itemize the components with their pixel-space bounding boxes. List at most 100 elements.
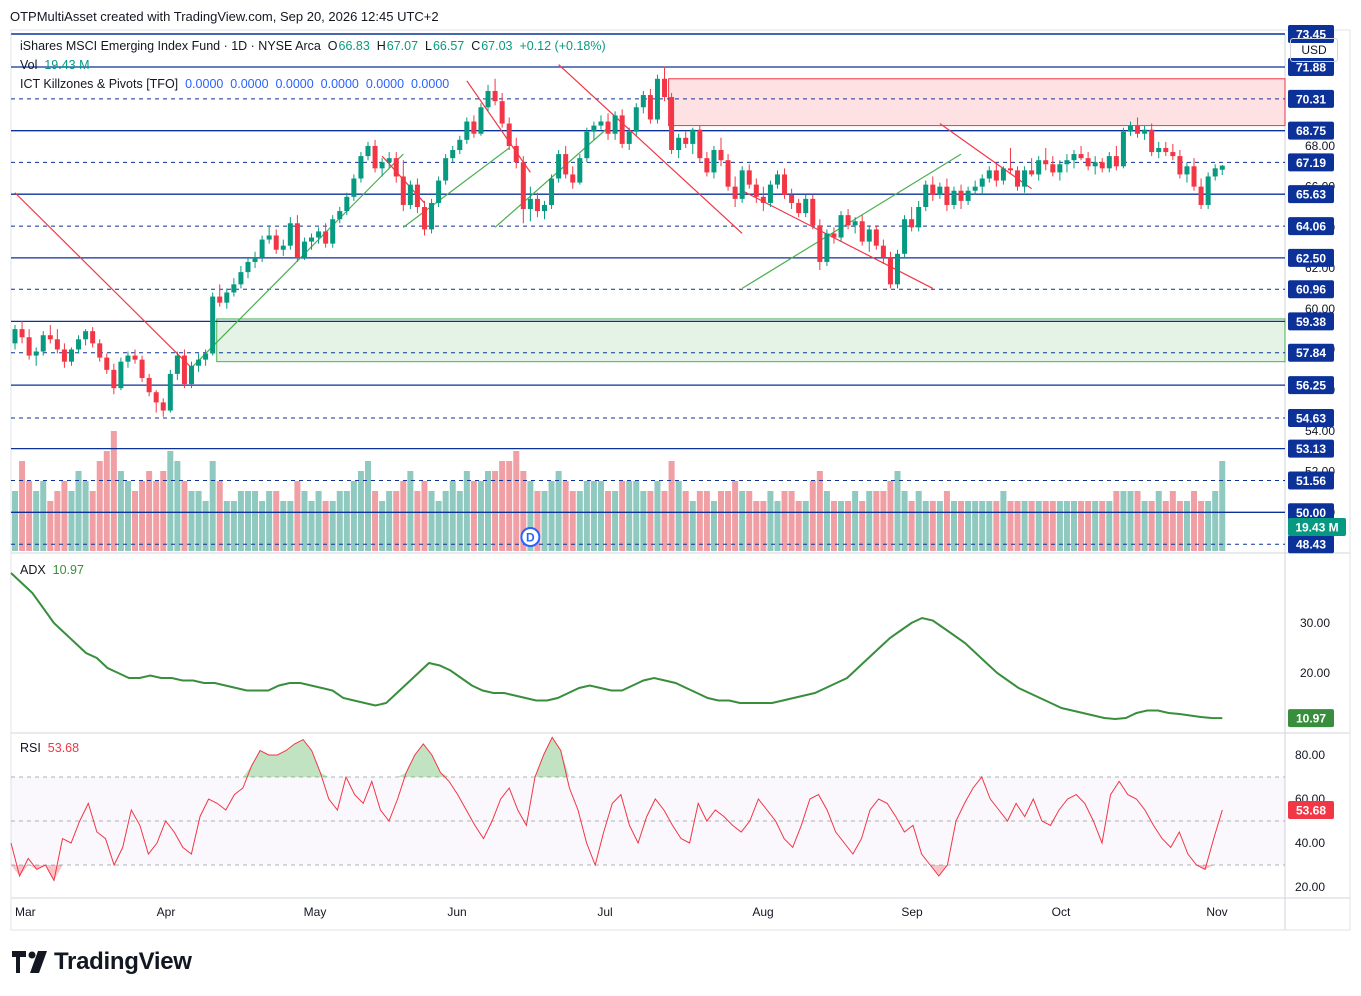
- candle: [330, 215, 336, 248]
- open-value: 66.83: [338, 39, 370, 53]
- candle: [245, 257, 251, 279]
- adx-tick-label: 30.00: [1300, 616, 1330, 630]
- candle: [132, 349, 138, 364]
- volume-bar: [174, 461, 181, 551]
- volume-bar: [499, 461, 506, 551]
- volume-bar: [393, 491, 400, 551]
- volume-bar: [654, 481, 661, 551]
- level-badge: [1288, 503, 1334, 522]
- volume-bar: [760, 501, 767, 551]
- level-badge-label: 65.63: [1296, 188, 1326, 202]
- volume-bar: [463, 471, 470, 551]
- volume-bar: [294, 481, 301, 551]
- candle: [238, 266, 244, 289]
- candle-body: [167, 373, 173, 411]
- volume-bar: [1113, 491, 1120, 551]
- tradingview-logo[interactable]: TradingView: [12, 948, 192, 976]
- rsi-band: [11, 777, 1285, 865]
- candle: [386, 152, 392, 169]
- candle: [280, 239, 286, 256]
- volume-bar: [541, 491, 548, 551]
- volume-bar: [357, 471, 364, 551]
- candle: [125, 351, 131, 368]
- candle: [365, 141, 371, 161]
- candle: [993, 164, 999, 187]
- volume-bar: [718, 491, 724, 551]
- candle-body: [323, 231, 329, 244]
- volume-bar: [237, 491, 244, 551]
- level-badge-label: 62.50: [1296, 251, 1326, 265]
- candle: [1120, 127, 1126, 169]
- candle: [598, 115, 604, 130]
- candle-body: [189, 365, 194, 385]
- candle-body: [789, 194, 795, 203]
- volume-bar: [965, 501, 972, 551]
- volume-bar: [33, 491, 40, 551]
- candle-body: [196, 359, 202, 366]
- volume-bar: [1063, 501, 1070, 551]
- volume-bar: [1155, 491, 1162, 551]
- volume-label: Vol: [20, 58, 38, 72]
- candle-body: [1219, 165, 1225, 170]
- candle-body: [421, 207, 427, 230]
- candle: [1000, 166, 1006, 185]
- volume-bar: [597, 481, 604, 551]
- candle: [817, 219, 823, 271]
- candle-body: [513, 145, 519, 163]
- volume-bar: [576, 491, 583, 551]
- volume-bar: [315, 491, 322, 551]
- volume-bar: [802, 501, 809, 551]
- ict-label: ICT Killzones & Pivots [TFO]: [20, 77, 179, 91]
- candle: [810, 194, 816, 230]
- volume-bar: [146, 471, 153, 551]
- volume-bar: [859, 501, 866, 551]
- candle-body: [47, 335, 53, 340]
- candle: [19, 320, 25, 344]
- trend-line: [741, 190, 934, 289]
- candle-body: [365, 145, 371, 157]
- candle-body: [1007, 168, 1013, 171]
- candle-body: [732, 186, 738, 199]
- candle-body: [76, 339, 82, 350]
- volume-bar: [470, 481, 477, 551]
- candle: [916, 200, 922, 232]
- price-tick-label: 54.00: [1305, 424, 1335, 438]
- candle-body: [160, 402, 166, 411]
- candle: [83, 329, 89, 346]
- x-tick-label: Jun: [447, 905, 466, 919]
- candle-body: [845, 215, 851, 226]
- candle-body: [273, 235, 279, 250]
- candle: [436, 176, 442, 207]
- candle-body: [407, 184, 413, 205]
- candle: [203, 349, 209, 366]
- volume-bar: [1141, 501, 1148, 551]
- rsi-tick-label: 20.00: [1295, 880, 1325, 894]
- candle-body: [436, 180, 442, 203]
- candle-body: [1212, 168, 1218, 177]
- volume-bar: [612, 491, 619, 551]
- candle-body: [873, 229, 879, 246]
- level-badge-label: 68.75: [1296, 124, 1326, 138]
- volume-bar: [647, 491, 654, 551]
- candle-body: [930, 184, 936, 195]
- candle-body: [527, 198, 533, 210]
- volume-bar: [103, 451, 110, 551]
- volume-bar: [936, 501, 943, 551]
- candle: [1015, 166, 1021, 191]
- volume-bars: [12, 431, 1226, 551]
- volume-bar: [350, 481, 357, 551]
- candle: [217, 284, 223, 307]
- candle-body: [1127, 125, 1133, 132]
- candle-body: [153, 392, 159, 403]
- volume-bar: [562, 481, 569, 551]
- currency-selector[interactable]: USD: [1290, 38, 1338, 62]
- candle-body: [68, 349, 74, 362]
- volume-bar: [26, 481, 33, 551]
- volume-bar: [216, 481, 223, 551]
- volume-bar: [322, 501, 329, 551]
- candle: [443, 154, 449, 185]
- candle-body: [40, 335, 46, 352]
- volume-bar: [1028, 501, 1035, 551]
- candle-body: [485, 90, 491, 108]
